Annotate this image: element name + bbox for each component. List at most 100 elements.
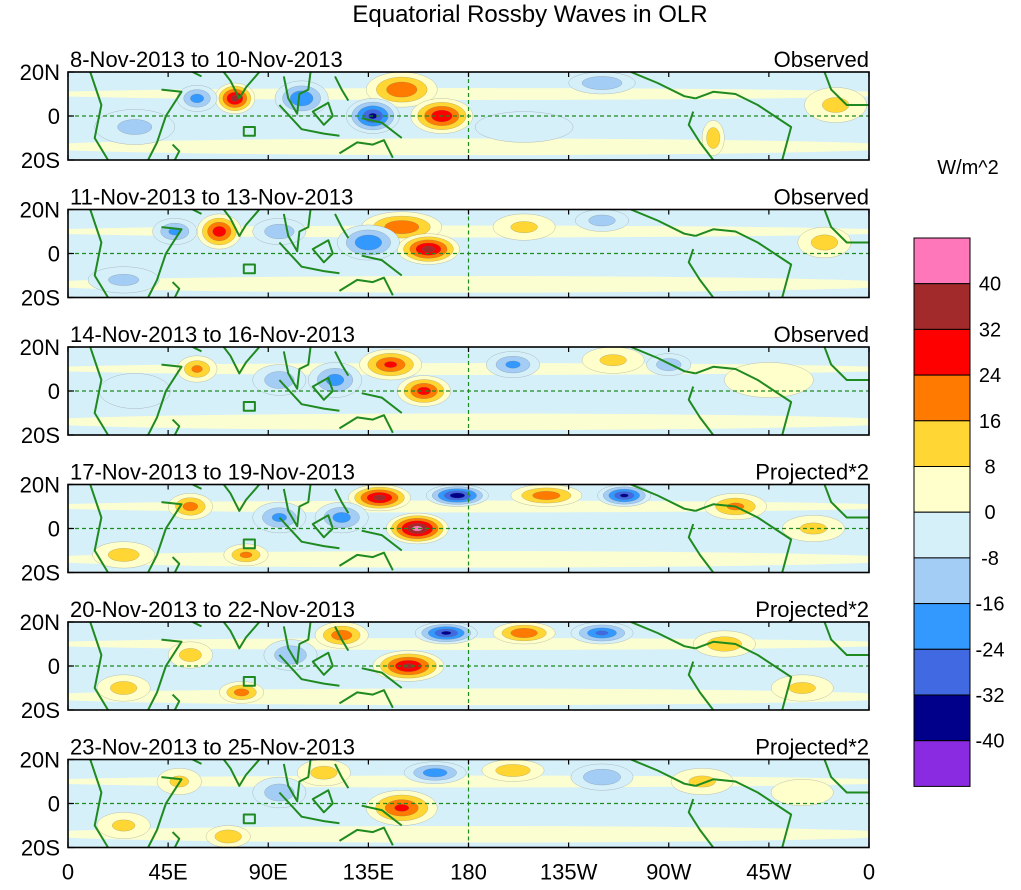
coastline (311, 101, 334, 126)
negative-anomaly-contour (354, 234, 382, 251)
y-tick-label: 0 (48, 379, 60, 404)
coastline (687, 248, 715, 298)
map-panel: 20N 0 20S 11-Nov-2013 to 13-Nov-2013 Observe… (20, 185, 870, 311)
negative-anomaly-contour (595, 630, 609, 636)
y-tick-label: 20S (21, 286, 60, 311)
coastline (171, 556, 181, 573)
coastline (823, 759, 869, 794)
coastline (687, 523, 715, 573)
coastline (171, 281, 181, 298)
negative-anomaly-contour (289, 90, 314, 107)
coastline (282, 622, 312, 665)
x-tick-label: 0 (62, 860, 74, 885)
figure-title: Equatorial Rossby Waves in OLR (352, 1, 707, 28)
positive-anomaly-contour (510, 221, 538, 233)
coastline (338, 826, 394, 846)
coastline (630, 72, 696, 100)
coastline (361, 804, 403, 827)
colorbar-level-label: -24 (976, 639, 1005, 661)
positive-anomaly-contour (822, 97, 850, 113)
positive-anomaly-contour (394, 804, 410, 812)
weak-anomaly-band (68, 413, 869, 431)
coastline (334, 763, 350, 789)
panel-status: Projected*2 (755, 735, 869, 760)
positive-anomaly-contour (788, 682, 816, 694)
negative-anomaly-contour (441, 631, 452, 635)
y-tick-label: 20S (21, 836, 60, 861)
y-tick-label: 20N (20, 748, 60, 773)
colorbar-units: W/m^2 (937, 157, 999, 179)
positive-anomaly-contour (110, 681, 138, 695)
weak-anomaly-band (68, 688, 869, 706)
coastline (334, 213, 350, 239)
positive-anomaly-contour (214, 829, 242, 844)
positive-anomaly-contour (422, 245, 435, 253)
coastline (242, 263, 256, 275)
coastline (695, 640, 793, 710)
negative-anomaly-contour (422, 768, 448, 778)
positive-anomaly-contour (770, 779, 834, 806)
coastline (630, 347, 696, 375)
coastline (278, 379, 340, 412)
coastline (147, 88, 183, 160)
colorbar-swatch (913, 237, 971, 285)
y-tick-label: 20S (21, 148, 60, 173)
weak-anomaly-band (68, 825, 869, 843)
anomaly-field (68, 72, 869, 160)
coastline (334, 625, 350, 652)
coastline (361, 667, 403, 689)
positive-anomaly-contour (107, 548, 140, 562)
x-tick-label: 90E (249, 860, 288, 885)
coastline (630, 759, 696, 787)
coastline (171, 831, 181, 848)
y-tick-label: 20S (21, 698, 60, 723)
panel-date-range: 14-Nov-2013 to 16-Nov-2013 (70, 322, 355, 347)
colorbar-level-label: -16 (976, 594, 1005, 616)
map-panel: 20N 0 20S 23-Nov-2013 to 25-Nov-2013 Project… (20, 735, 870, 861)
negative-anomaly-contour (505, 360, 521, 369)
panel-status: Observed (774, 47, 869, 72)
coastline (222, 484, 261, 512)
positive-anomaly-contour (706, 127, 721, 149)
colorbar-swatch (913, 557, 971, 605)
colorbar-level-label: 24 (979, 365, 1001, 387)
y-tick-label: 0 (48, 104, 60, 129)
coastline (282, 72, 312, 115)
positive-anomaly-contour (510, 628, 538, 638)
positive-anomaly-contour (599, 354, 627, 367)
longitude-axis: 0 45E 90E 135E 180 135W 90W 45W 0 (62, 860, 875, 885)
panel-status: Observed (774, 185, 869, 210)
coastline (222, 622, 261, 650)
coastline (823, 72, 869, 106)
map-panel: 20N 0 20S 17-Nov-2013 to 19-Nov-2013 Project… (20, 460, 870, 586)
weak-anomaly-band (68, 138, 869, 156)
x-tick-label: 135E (343, 860, 394, 885)
colorbar-swatch (913, 328, 971, 376)
coastline (311, 789, 334, 814)
panel-status: Observed (774, 322, 869, 347)
coastline (630, 484, 696, 512)
coastline (338, 551, 394, 571)
coastline (278, 516, 340, 550)
coastline (89, 759, 109, 848)
y-tick-label: 0 (48, 517, 60, 542)
coastline (695, 778, 793, 848)
coastline (311, 514, 334, 539)
colorbar-swatch (913, 374, 971, 422)
colorbar-swatch (913, 466, 971, 513)
y-tick-label: 20S (21, 561, 60, 586)
coastline (89, 347, 109, 435)
coastline (334, 488, 350, 514)
y-tick-label: 20N (20, 198, 60, 223)
colorbar-swatch (913, 740, 971, 787)
coastline (334, 350, 350, 377)
colorbar-swatch (913, 283, 971, 330)
coastline (242, 676, 256, 687)
colorbar-level-label: 16 (979, 411, 1001, 433)
coastline (278, 791, 340, 825)
coastline (147, 501, 183, 573)
coastline (242, 126, 256, 137)
coastline (630, 622, 696, 650)
negative-anomaly-contour (274, 645, 307, 665)
